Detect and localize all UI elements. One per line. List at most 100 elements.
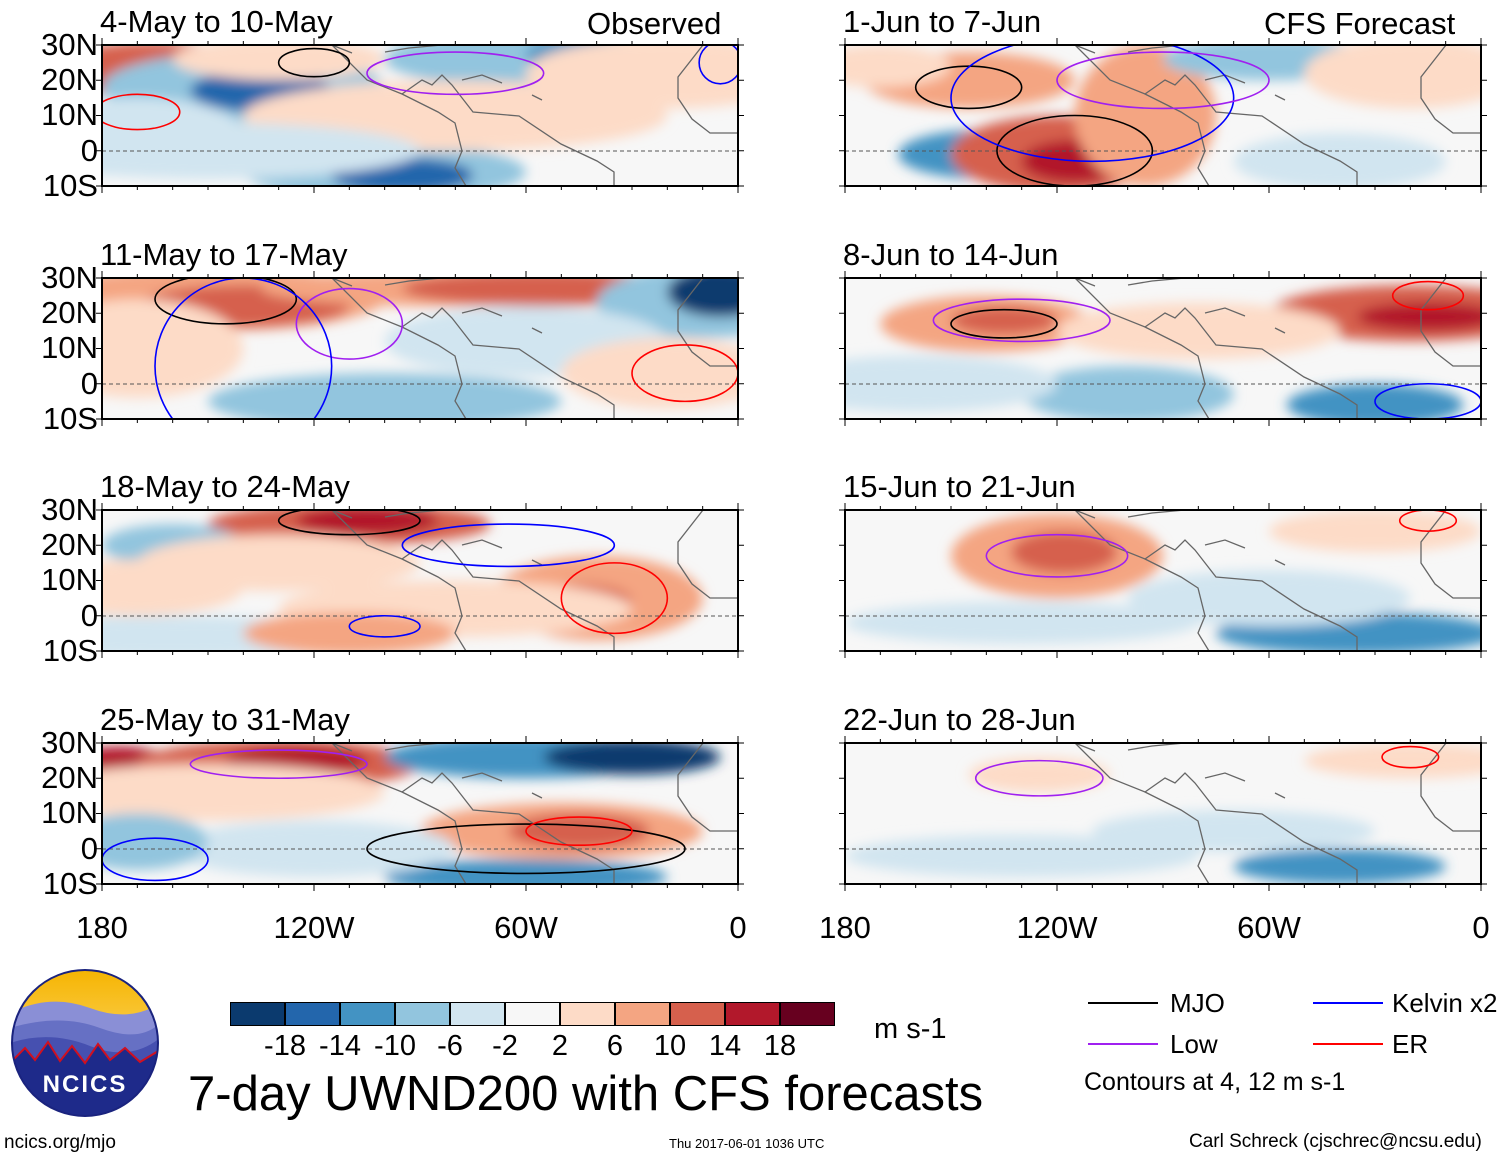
- anomaly-region: [508, 813, 650, 849]
- lon-label: 0: [1472, 910, 1490, 945]
- anomaly-region: [951, 306, 1057, 335]
- colorbar-tick-label: -18: [264, 1030, 306, 1062]
- legend-line-kelvin: [1313, 1002, 1383, 1004]
- lon-label: 180: [76, 910, 128, 945]
- anomaly-region: [296, 510, 438, 535]
- panel-title: 11-May to 17-May: [100, 237, 348, 272]
- observed-column-label: Observed: [587, 6, 722, 41]
- contour: [560, 562, 669, 635]
- lat-label: 20N: [41, 760, 98, 796]
- anomaly-region: [1021, 366, 1234, 419]
- coastline: [1074, 278, 1481, 419]
- colorbar-tick-label: -14: [319, 1030, 361, 1062]
- lat-label: 20N: [41, 295, 98, 331]
- colorbar-swatch: [230, 1002, 285, 1026]
- colorbar-tick-label: -6: [437, 1030, 463, 1062]
- lat-label: 10N: [41, 330, 98, 366]
- legend-label-kelvin: Kelvin x2: [1392, 988, 1498, 1018]
- lat-label: 10S: [42, 400, 98, 436]
- anomaly-region: [561, 337, 738, 409]
- lat-label: 30N: [41, 492, 98, 527]
- contour: [366, 823, 686, 875]
- anomaly-region: [1304, 743, 1481, 779]
- lat-label: 0: [80, 597, 98, 633]
- lat-label: 10N: [41, 795, 98, 831]
- footer-credit: Carl Schreck (cjschrec@ncsu.edu): [1189, 1131, 1482, 1152]
- panel-title: 18-May to 24-May: [100, 469, 350, 504]
- contour: [525, 816, 633, 847]
- contour: [277, 47, 351, 78]
- contour: [950, 45, 1235, 163]
- anomaly-region: [102, 122, 420, 179]
- lon-label: 180: [819, 910, 871, 945]
- colorbar-swatch: [560, 1002, 615, 1026]
- anomaly-region: [102, 764, 385, 821]
- lat-label: 10S: [42, 632, 98, 668]
- anomaly-region: [243, 612, 456, 651]
- anomaly-region: [862, 52, 1075, 109]
- forecast-column-label: CFS Forecast: [1264, 6, 1456, 41]
- colorbar-swatch: [395, 1002, 450, 1026]
- anomaly-region: [968, 757, 1110, 793]
- logo-text: NCICS: [43, 1071, 128, 1098]
- legend-label-low: Low: [1170, 1029, 1218, 1059]
- lat-label: 0: [80, 365, 98, 401]
- legend-label-er: ER: [1392, 1029, 1429, 1059]
- lon-label: 0: [729, 910, 747, 945]
- lat-label: 10N: [41, 97, 98, 133]
- legend-line-er: [1313, 1043, 1383, 1045]
- panel-title: 8-Jun to 14-Jun: [843, 237, 1059, 272]
- contour: [189, 749, 368, 780]
- panel-title: 1-Jun to 7-Jun: [843, 4, 1042, 39]
- coastline: [1074, 743, 1481, 884]
- contour: [1398, 510, 1458, 532]
- anomaly-region: [667, 278, 738, 317]
- map-panel: [839, 736, 1487, 891]
- anomaly-region: [845, 45, 951, 88]
- colorbar-swatch: [780, 1002, 835, 1026]
- contour-note: Contours at 4, 12 m s-1: [1084, 1068, 1346, 1096]
- anomaly-region: [102, 559, 244, 616]
- lat-label: 30N: [41, 725, 98, 760]
- lat-label: 0: [80, 830, 98, 866]
- contour: [102, 837, 209, 882]
- colorbar-swatch: [615, 1002, 670, 1026]
- anomaly-region: [526, 45, 738, 109]
- colorbar-tick-label: 10: [653, 1030, 687, 1062]
- anomaly-region: [1092, 809, 1375, 853]
- coastline: [1074, 510, 1481, 651]
- anomaly-region: [845, 601, 1199, 644]
- map-panel: [839, 271, 1487, 426]
- panel-title: 4-May to 10-May: [100, 4, 333, 39]
- colorbar-tick-label: -10: [374, 1030, 416, 1062]
- map-panel: [839, 38, 1487, 193]
- lat-label: 10S: [42, 865, 98, 901]
- colorbar-swatch: [285, 1002, 340, 1026]
- anomaly-region: [1233, 848, 1446, 884]
- contour: [295, 287, 404, 360]
- map-panel: [839, 503, 1487, 658]
- anomaly-region: [1304, 45, 1481, 109]
- panel-title: 15-Jun to 21-Jun: [843, 469, 1076, 504]
- footer-url[interactable]: ncics.org/mjo: [4, 1132, 116, 1153]
- lat-label: 20N: [41, 527, 98, 563]
- map-panel: [96, 736, 744, 891]
- lon-label: 120W: [1016, 910, 1098, 945]
- colorbar-units: m s-1: [874, 1013, 947, 1045]
- anomaly-region: [208, 373, 562, 419]
- coastline: [331, 743, 738, 884]
- contour: [1391, 280, 1465, 311]
- map-panel: [96, 503, 744, 658]
- contour: [631, 344, 738, 403]
- legend-line-low: [1088, 1043, 1158, 1045]
- contour: [401, 523, 616, 568]
- contour: [974, 759, 1104, 797]
- contour: [932, 298, 1111, 343]
- colorbar-swatch: [340, 1002, 395, 1026]
- lat-label: 10N: [41, 562, 98, 598]
- contour: [102, 93, 181, 131]
- contour: [1381, 745, 1440, 769]
- lat-label: 10S: [42, 167, 98, 203]
- lon-label: 60W: [494, 910, 558, 945]
- footer-timestamp: Thu 2017-06-01 1036 UTC: [669, 1136, 825, 1151]
